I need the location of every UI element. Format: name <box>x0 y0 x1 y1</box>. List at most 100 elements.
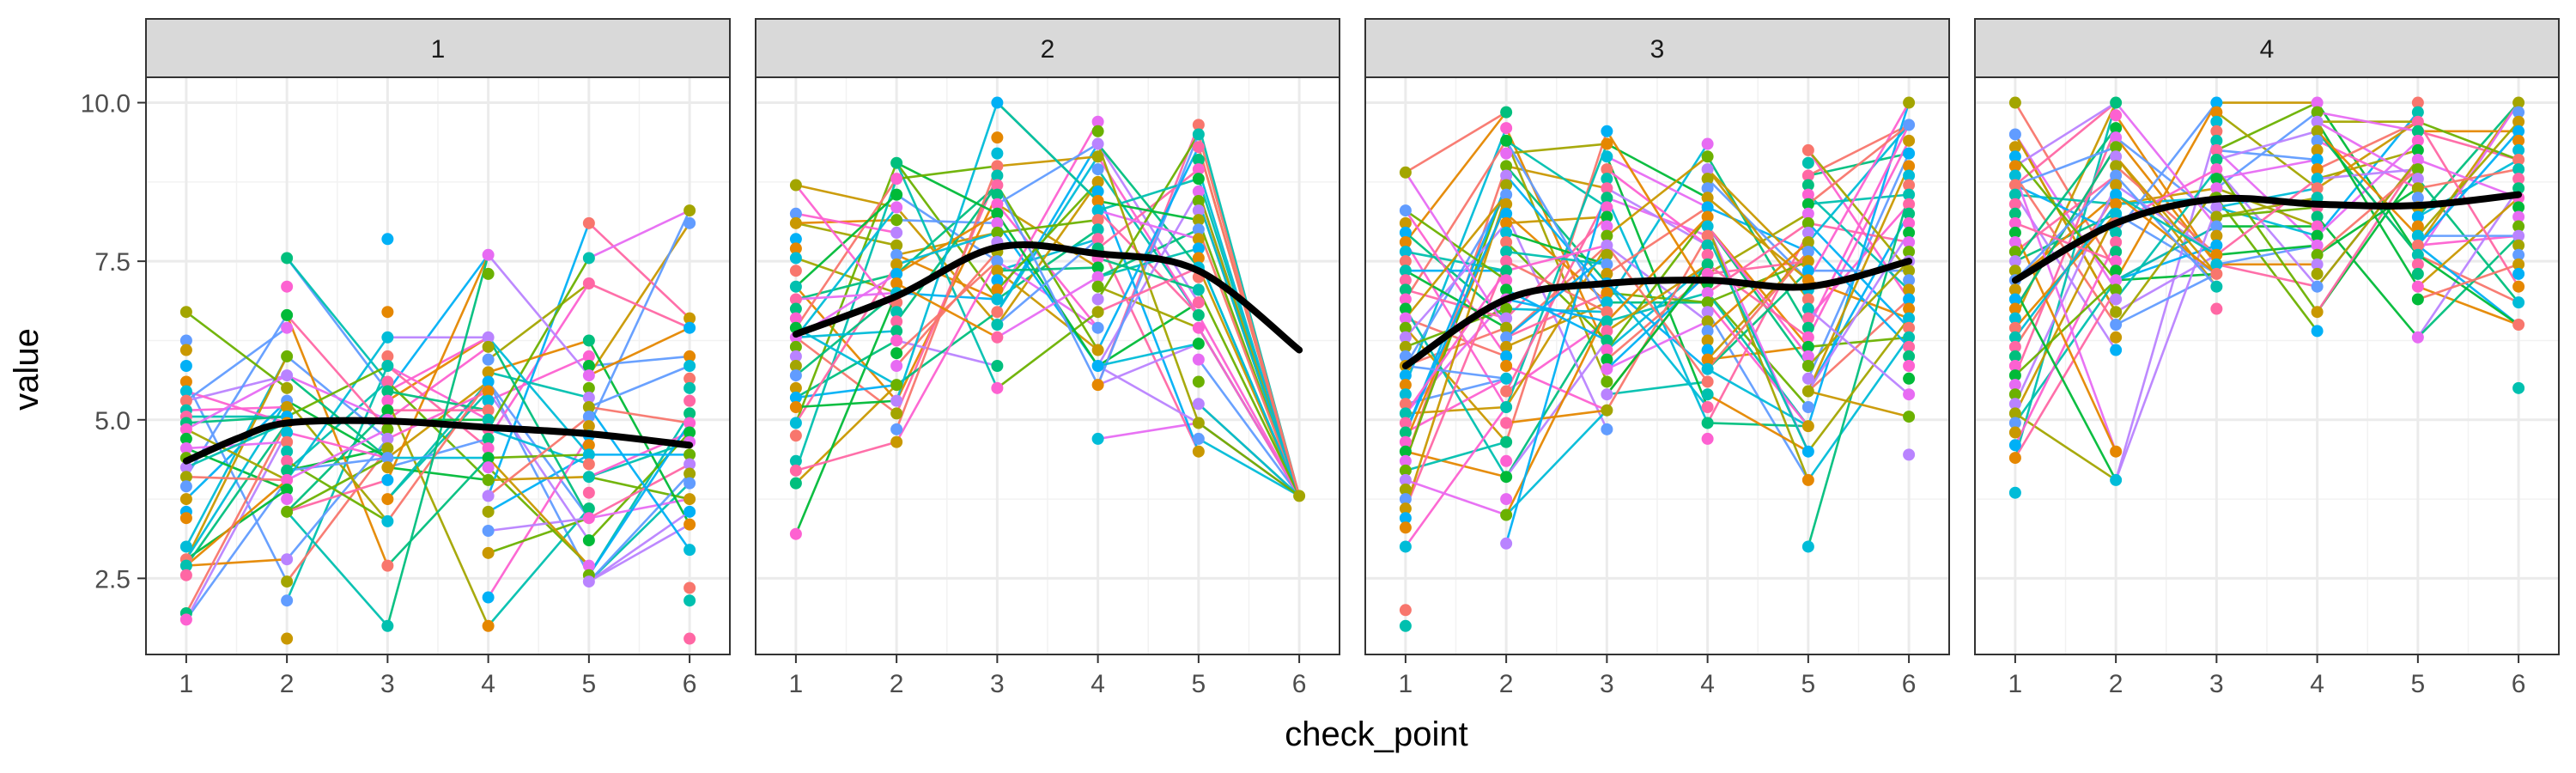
subject-line-segment <box>2417 120 2519 161</box>
data-point <box>1399 407 1412 420</box>
subject-line-segment <box>1097 133 1200 301</box>
data-point <box>2411 248 2424 261</box>
data-point <box>683 493 696 506</box>
subject-line-segment <box>2014 279 2117 424</box>
data-point <box>381 619 394 632</box>
data-point <box>2110 344 2123 356</box>
data-point <box>1091 185 1104 198</box>
data-point <box>890 214 903 227</box>
data-point <box>1192 338 1205 350</box>
facet-strip <box>1974 18 2560 78</box>
data-point <box>482 619 495 632</box>
subject-line-segment <box>2216 158 2318 180</box>
y-tick-label: 10.0 <box>81 90 131 119</box>
data-point <box>789 233 802 246</box>
data-point <box>381 514 394 527</box>
subject-line-segment <box>487 257 590 430</box>
subject-line-segment <box>1097 191 1200 367</box>
data-point <box>789 280 802 293</box>
data-point <box>1399 246 1412 259</box>
data-point <box>1903 119 1916 131</box>
data-point <box>2411 280 2424 293</box>
data-point <box>1399 426 1412 439</box>
data-point <box>1192 173 1205 186</box>
data-point <box>2512 258 2525 271</box>
subject-line-segment <box>487 222 591 496</box>
subject-line-segment <box>1197 257 1301 496</box>
data-point <box>381 404 394 417</box>
data-point <box>1399 619 1412 632</box>
data-point <box>2512 96 2525 109</box>
data-point <box>381 306 394 319</box>
facet-strip-label: 1 <box>431 35 446 64</box>
data-point <box>1500 283 1513 296</box>
data-point <box>1399 604 1412 617</box>
subject-line-segment <box>1197 200 1301 496</box>
data-point <box>179 375 192 388</box>
data-point <box>1601 150 1613 163</box>
facet-panel-1: 1 1 2 3 4 5 6 <box>145 18 731 698</box>
data-point <box>281 280 294 293</box>
subject-line-segment <box>2316 216 2419 338</box>
data-point <box>1399 340 1412 353</box>
data-point <box>991 131 1004 144</box>
subject-line-segment <box>1404 194 1508 509</box>
data-point <box>1701 248 1714 261</box>
data-point <box>991 319 1004 331</box>
subject-line-segment <box>1097 301 1200 368</box>
data-point <box>1192 321 1205 334</box>
subject-line-segment <box>1405 317 1507 358</box>
data-point <box>2311 229 2324 242</box>
data-point <box>381 385 394 398</box>
facet-strip <box>145 18 731 78</box>
data-point <box>1903 302 1916 315</box>
data-point <box>991 179 1004 192</box>
data-point <box>789 207 802 220</box>
data-point <box>683 407 696 420</box>
data-point <box>1801 473 1814 486</box>
data-point <box>582 502 595 515</box>
data-point <box>890 407 903 420</box>
data-point <box>2008 96 2021 109</box>
data-point <box>381 452 394 465</box>
data-point <box>789 417 802 429</box>
data-point <box>2210 163 2223 176</box>
data-point <box>1192 214 1205 227</box>
data-point <box>1091 125 1104 137</box>
data-point <box>482 248 495 261</box>
data-point <box>482 375 495 388</box>
subject-line-segment <box>386 336 489 393</box>
data-point <box>2008 169 2021 182</box>
subject-line-segment <box>2115 225 2217 282</box>
data-point <box>1601 315 1613 328</box>
data-point <box>2411 229 2424 242</box>
subject-line-segment <box>185 405 288 411</box>
x-axis-title: check_point <box>1285 715 1467 753</box>
data-point <box>1601 125 1613 137</box>
data-point <box>991 160 1004 173</box>
trend-line <box>2011 191 2523 284</box>
subject-line-segment <box>588 282 690 329</box>
subject-line-segment <box>794 184 898 313</box>
data-point <box>1500 340 1513 353</box>
data-point <box>789 429 802 442</box>
subject-line-segment <box>2216 244 2318 257</box>
subject-line-segment <box>1097 143 1200 423</box>
data-point <box>789 340 802 353</box>
data-point <box>1399 293 1412 306</box>
data-point <box>2512 239 2525 252</box>
data-point <box>2311 306 2324 319</box>
data-point <box>789 477 802 490</box>
subject-line-segment <box>1405 111 1507 173</box>
trend-line <box>792 240 1303 354</box>
data-point <box>1399 484 1412 496</box>
data-point <box>1903 198 1916 210</box>
data-point <box>2008 312 2021 325</box>
data-point <box>381 331 394 344</box>
data-point <box>1500 160 1513 173</box>
data-point <box>890 277 903 289</box>
data-point <box>2008 407 2021 420</box>
data-point <box>2512 106 2525 119</box>
data-point <box>1701 150 1714 163</box>
subject-line-segment <box>185 475 288 482</box>
